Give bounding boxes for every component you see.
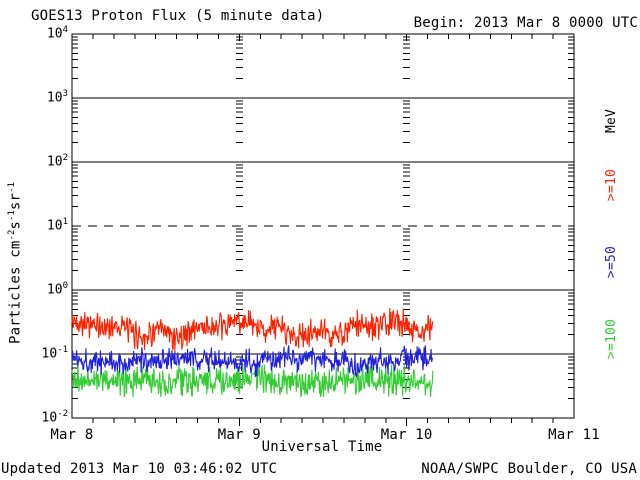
y-tick-exponent: 1 [62, 217, 68, 227]
y-tick-label: 103 [46, 89, 68, 106]
x-axis-label: Universal Time [261, 439, 383, 455]
series-line-gege50 [71, 345, 434, 378]
x-tick-label: Mar 9 [217, 427, 261, 443]
y-tick-exponent: -1 [57, 345, 68, 355]
y-tick-label: 102 [46, 153, 68, 170]
begin-label: Begin: 2013 Mar 8 0000 UTC [413, 15, 638, 31]
y-tick-label: 10-2 [41, 409, 69, 426]
updated-label: Updated 2013 Mar 10 03:46:02 UTC [1, 461, 278, 477]
x-tick-label: Mar 11 [548, 427, 600, 443]
y-tick-label: 101 [46, 217, 68, 234]
y-tick-label: 10-1 [41, 345, 69, 362]
y-axis-label-exponent: -1 [7, 210, 17, 221]
y-tick-exponent: 4 [62, 25, 68, 35]
y-tick-label: 100 [46, 281, 68, 298]
legend-gege100-label: >=100 [604, 318, 619, 360]
plot-frame [71, 33, 575, 419]
credit-label: NOAA/SWPC Boulder, CO USA [421, 461, 637, 477]
x-tick-label: Mar 8 [50, 427, 94, 443]
y-tick-exponent: -2 [57, 409, 68, 419]
series-line-gege10 [71, 307, 434, 352]
x-tick-label: Mar 10 [380, 427, 433, 443]
y-tick-exponent: 3 [62, 89, 68, 99]
y-tick-exponent: 0 [62, 281, 68, 291]
y-tick-label: 104 [46, 25, 68, 42]
y-tick-exponent: 2 [62, 153, 68, 163]
series-line-gege100 [71, 362, 434, 399]
y-axis-label-exponent: -1 [7, 182, 17, 193]
chart-title: GOES13 Proton Flux (5 minute data) [31, 8, 325, 24]
y-axis-label-exponent: -2 [7, 229, 17, 241]
